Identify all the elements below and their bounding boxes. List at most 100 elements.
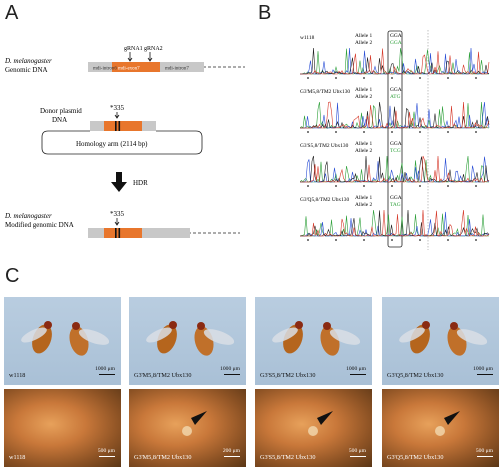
closeup-photo: G3'M5,8/TM2 Ubx130 200 μm	[129, 389, 246, 467]
base-marker	[447, 239, 449, 241]
scale-bar-bottom	[350, 456, 366, 457]
scale-bar-bottom	[477, 456, 493, 457]
trace-row: w1118 Allele 1 GGA Allele 2 GGA	[300, 33, 490, 79]
adult-fly-photo: G3'M5,8/TM2 Ubx130 1000 μm	[129, 297, 246, 385]
base-marker	[419, 77, 421, 79]
exon7-label: mdi-exon7	[118, 67, 140, 72]
donor-label-line2: DNA	[52, 116, 67, 124]
genotype-caption-bottom: G3'S5,8/TM2 Ubx130	[260, 454, 316, 461]
closeup-photo: G3'S5,8/TM2 Ubx130 500 μm	[255, 389, 372, 467]
scale-bar-bottom	[99, 456, 115, 457]
modified-site-marker-icon	[114, 218, 120, 226]
grna1-arrow-icon	[127, 52, 133, 62]
grna2-arrow-icon	[147, 52, 153, 62]
modified-mutation-stripe	[115, 228, 117, 238]
allele2-seq: TCG	[390, 148, 401, 154]
base-marker	[363, 239, 365, 241]
base-marker	[335, 185, 337, 187]
fly-pair-illustration	[146, 321, 235, 356]
scale-label-top: 1000 μm	[220, 366, 240, 372]
trace-row: G3'S5,8/TM2 Ubx130 Allele 1 GGA Allele 2 TCG	[300, 141, 490, 187]
base-marker	[391, 185, 393, 187]
base-marker	[475, 185, 477, 187]
scale-label-bottom: 500 μm	[475, 448, 493, 454]
allele2-seq: TAG	[390, 202, 401, 208]
closeup-photo: G3'Q5,8/TM2 Ubx130 500 μm	[382, 389, 499, 467]
trace-line-G	[300, 155, 490, 183]
base-marker	[307, 77, 309, 79]
base-marker	[447, 131, 449, 133]
base-marker	[475, 77, 477, 79]
panel-label-a: A	[5, 2, 19, 24]
base-marker	[447, 77, 449, 79]
modified-dna-label: Modified genomic DNA	[5, 221, 74, 229]
base-marker	[391, 77, 393, 79]
allele2-label: Allele 2	[355, 94, 373, 100]
genomic-dna-label: Genomic DNA	[5, 66, 48, 74]
allele1-seq: GGA	[390, 87, 402, 93]
allele1-seq: GGA	[390, 195, 402, 201]
trace-genotype-label: G3'Q5,8/TM2 Ubx130	[300, 197, 349, 203]
trace-row: G3'M5,8/TM2 Ubx130 Allele 1 GGA Allele 2 ATG	[300, 87, 490, 133]
base-marker	[335, 131, 337, 133]
scale-bar-top	[224, 374, 240, 375]
donor-mutation-stripe	[115, 121, 117, 131]
trace-row: G3'Q5,8/TM2 Ubx130 Allele 1 GGA Allele 2 TAG	[300, 195, 490, 241]
adult-fly-photo: w1118 1000 μm	[4, 297, 121, 385]
base-marker	[335, 239, 337, 241]
grna2-label: gRNA2	[144, 46, 163, 52]
hdr-arrow-icon	[111, 172, 127, 192]
base-marker	[419, 131, 421, 133]
scale-bar-top	[477, 374, 493, 375]
trace-line-T	[300, 48, 490, 75]
donor-left-arm	[90, 121, 104, 131]
adult-fly-photo: G3'Q5,8/TM2 Ubx130 1000 μm	[382, 297, 499, 385]
base-marker	[419, 185, 421, 187]
allele1-label: Allele 1	[355, 141, 373, 147]
trace-line-G	[300, 101, 490, 130]
donor-site-label: *335	[110, 104, 125, 112]
donor-right-arm	[142, 121, 156, 131]
scale-label-top: 1000 μm	[473, 366, 493, 372]
panel-label-b: B	[258, 2, 272, 24]
allele2-seq: GGA	[390, 40, 402, 46]
genotype-caption-bottom: w1118	[9, 454, 26, 461]
donor-mutation-stripe-2	[118, 121, 121, 131]
trace-genotype-label: w1118	[300, 35, 315, 41]
genotype-caption-top: w1118	[9, 372, 26, 379]
plasmid-backbone	[41, 130, 203, 155]
base-marker	[447, 185, 449, 187]
trace-line-T	[300, 209, 490, 237]
trace-line-G	[300, 47, 490, 75]
grna1-label: gRNA1	[124, 46, 143, 52]
base-marker	[391, 239, 393, 241]
allele1-label: Allele 1	[355, 195, 373, 201]
modified-right-box	[142, 228, 190, 238]
base-marker	[307, 239, 309, 241]
genotype-caption-top: G3'Q5,8/TM2 Ubx130	[387, 372, 444, 379]
modified-site-label: *335	[110, 210, 125, 218]
donor-site-marker-icon	[114, 112, 120, 119]
scale-label-top: 1000 μm	[346, 366, 366, 372]
base-marker	[335, 77, 337, 79]
genotype-caption-bottom: G3'M5,8/TM2 Ubx130	[134, 454, 192, 461]
scale-bar-bottom	[224, 456, 240, 457]
donor-label-line1: Donor plasmid	[40, 107, 82, 115]
genotype-caption-top: G3'M5,8/TM2 Ubx130	[134, 372, 192, 379]
base-marker	[475, 239, 477, 241]
allele1-label: Allele 1	[355, 87, 373, 93]
scale-label-bottom: 500 μm	[348, 448, 366, 454]
base-marker	[307, 131, 309, 133]
genotype-caption-bottom: G3'Q5,8/TM2 Ubx130	[387, 454, 444, 461]
panel-label-c: C	[5, 265, 20, 287]
homology-arm-label: Homology arm (2114 bp)	[76, 140, 148, 148]
exon7-box	[112, 62, 160, 72]
intron7-label: mdi-intron7	[165, 67, 189, 72]
scale-label-bottom: 200 μm	[222, 448, 240, 454]
modified-left-box	[88, 228, 104, 238]
scale-label-bottom: 500 μm	[97, 448, 115, 454]
genotype-caption-top: G3'S5,8/TM2 Ubx130	[260, 372, 316, 379]
species-label: D. melanogaster	[4, 57, 52, 65]
modified-species-label: D. melanogaster	[4, 212, 52, 220]
allele2-label: Allele 2	[355, 202, 373, 208]
